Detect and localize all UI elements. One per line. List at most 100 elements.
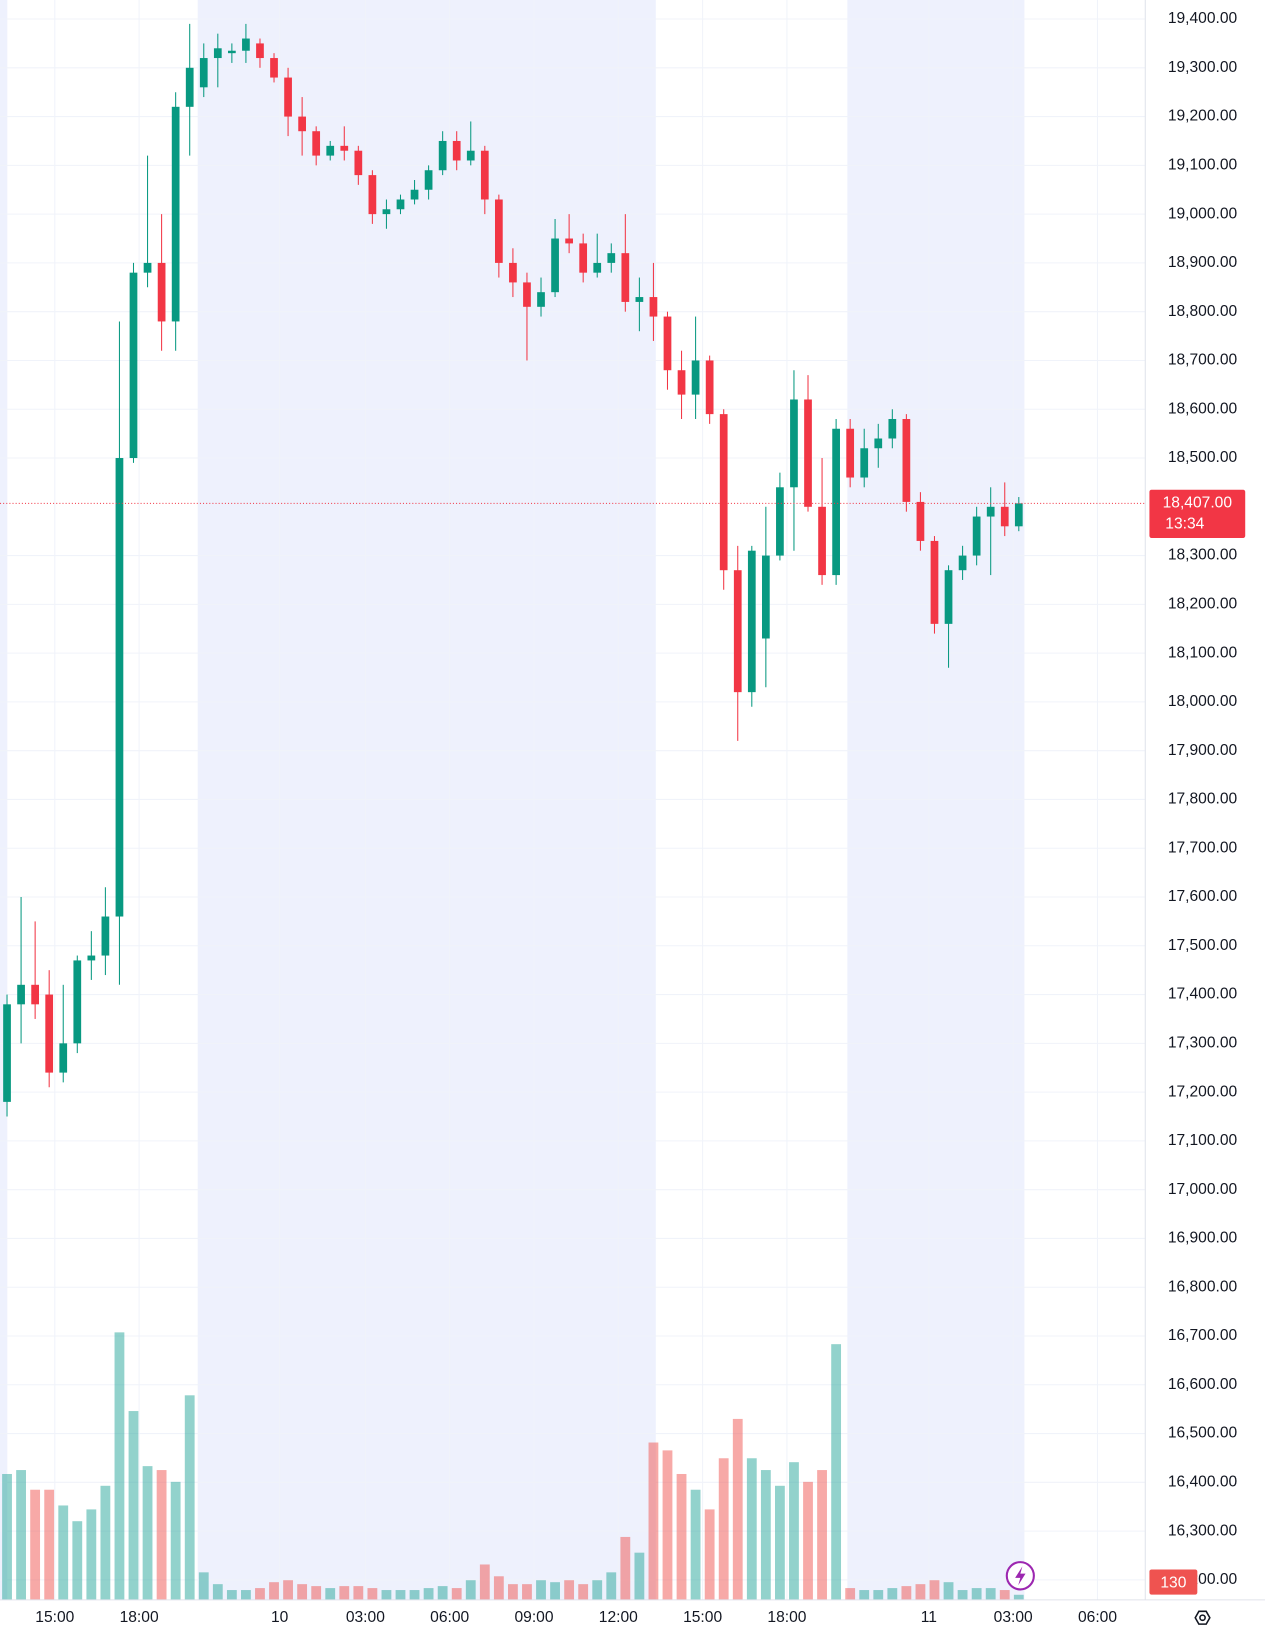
volume-bar: [690, 1489, 701, 1600]
y-tick-label: 16,900.00: [1168, 1230, 1238, 1247]
y-tick-label: 18,700.00: [1168, 352, 1238, 369]
candle-body: [452, 140, 461, 161]
y-tick-label: 18,300.00: [1168, 547, 1238, 564]
candle-body: [101, 916, 110, 956]
volume-bar: [255, 1588, 265, 1600]
last-volume-badge: [1149, 1569, 1198, 1595]
candle-body: [3, 1004, 11, 1102]
candle-body: [242, 38, 250, 51]
volume-bar: [128, 1411, 139, 1600]
y-tick-label: 19,100.00: [1168, 156, 1238, 173]
y-tick-label: 18,200.00: [1168, 595, 1238, 612]
y-tick-label: 18,900.00: [1168, 254, 1238, 271]
candle-body: [157, 262, 166, 322]
volume-bar: [269, 1582, 279, 1600]
x-tick-label: 03:00: [994, 1609, 1033, 1626]
y-tick-label: 17,900.00: [1168, 742, 1238, 759]
candle-body: [480, 150, 489, 200]
candle-body: [185, 67, 194, 107]
candle-body: [312, 131, 321, 156]
alert-icon[interactable]: [1005, 1561, 1035, 1591]
volume-bar: [620, 1536, 631, 1600]
volume-bar: [493, 1576, 504, 1600]
volume-bar: [437, 1586, 448, 1600]
x-tick-label: 15:00: [35, 1609, 74, 1626]
y-tick-label: 18,800.00: [1168, 303, 1238, 320]
x-tick-label: 03:00: [346, 1609, 385, 1626]
candle-body: [171, 106, 180, 322]
volume-bar: [100, 1485, 111, 1600]
volume-bar: [999, 1590, 1010, 1600]
y-tick-label: 16,500.00: [1168, 1425, 1238, 1442]
candle-body: [888, 418, 897, 439]
y-tick-label: 18,100.00: [1168, 644, 1238, 661]
y-tick-label: 16,400.00: [1168, 1473, 1238, 1490]
candle-body: [860, 448, 869, 478]
candle-body: [635, 297, 644, 302]
candle-body: [509, 262, 517, 283]
candle-body: [832, 428, 840, 576]
x-tick-label: 15:00: [683, 1609, 722, 1626]
candle-body: [930, 540, 939, 624]
candle-body: [17, 984, 25, 1005]
candle-body: [227, 50, 236, 54]
volume-bar: [465, 1580, 476, 1600]
y-tick-label: 16,600.00: [1168, 1376, 1238, 1393]
candle-body: [551, 238, 559, 293]
candle-body: [649, 297, 658, 317]
volume-bar: [114, 1332, 125, 1600]
candle-body: [45, 994, 54, 1073]
volume-bar: [550, 1582, 560, 1600]
x-tick-label: 12:00: [599, 1609, 638, 1626]
candle-body: [340, 145, 349, 151]
candle-body: [747, 550, 756, 693]
volume-bar: [775, 1485, 785, 1600]
y-tick-label: 17,400.00: [1168, 986, 1238, 1003]
volume-bar: [915, 1584, 926, 1600]
countdown-label: 13:34: [1165, 515, 1204, 532]
volume-bar: [339, 1586, 350, 1600]
volume-bar: [508, 1584, 518, 1600]
volume-layer: [2, 1332, 1024, 1600]
y-tick-label: 18,500.00: [1168, 449, 1238, 466]
volume-bar: [817, 1470, 827, 1600]
volume-bar: [887, 1588, 898, 1600]
y-tick-label: 17,300.00: [1168, 1034, 1238, 1051]
volume-bar: [957, 1590, 968, 1600]
candle-body: [213, 48, 222, 59]
candle-body: [579, 243, 588, 273]
volume-bar: [325, 1588, 336, 1600]
volume-bar: [606, 1572, 617, 1600]
candle-body: [944, 570, 953, 624]
candle-body: [1000, 506, 1009, 527]
candle-body: [284, 77, 292, 117]
volume-bar: [746, 1458, 757, 1600]
volume-bar: [212, 1584, 223, 1600]
candle-body: [382, 209, 391, 215]
candle-body: [691, 360, 700, 395]
candle-body: [972, 516, 981, 556]
volume-bar: [648, 1442, 659, 1600]
volume-bar: [479, 1564, 490, 1600]
y-tick-label: 17,600.00: [1168, 888, 1238, 905]
x-tick-label: 06:00: [430, 1609, 469, 1626]
volume-bar: [2, 1473, 12, 1600]
candle-body: [73, 960, 82, 1044]
y-tick-label: 18,000.00: [1168, 693, 1238, 710]
x-tick-label: 18:00: [767, 1609, 806, 1626]
volume-bar: [845, 1588, 856, 1600]
volume-bar: [311, 1586, 322, 1600]
candle-body: [719, 414, 728, 571]
y-tick-label: 17,100.00: [1168, 1132, 1238, 1149]
candle-body: [790, 399, 798, 488]
last-price-badge: [1149, 489, 1246, 539]
volume-bar: [16, 1470, 26, 1600]
settings-icon[interactable]: [1194, 1610, 1211, 1625]
y-tick-label: 16,300.00: [1168, 1522, 1238, 1539]
volume-bar: [536, 1580, 546, 1600]
candle-body: [916, 501, 925, 541]
volume-bar: [522, 1584, 532, 1600]
candle-body: [958, 555, 967, 571]
